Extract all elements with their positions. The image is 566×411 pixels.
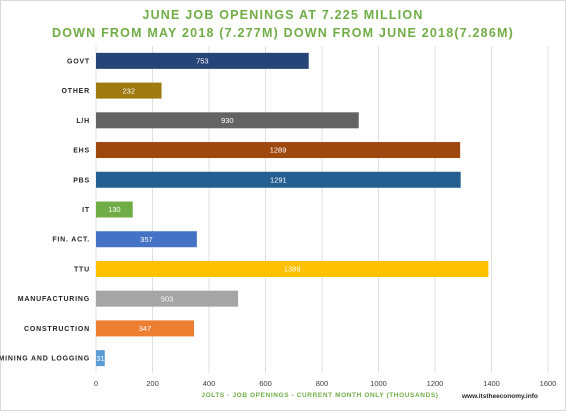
data-label: 1289 [270,146,287,155]
x-tick-label: 1600 [540,379,557,388]
x-tick-label: 1200 [427,379,444,388]
chart-subtitle: DOWN FROM MAY 2018 (7.277M) DOWN FROM JU… [52,26,514,40]
bar [96,52,309,69]
bar [96,290,239,307]
data-label: 357 [140,235,153,244]
bar [96,320,195,337]
chart-title: JUNE JOB OPENINGS AT 7.225 MILLION [142,8,424,22]
bar [96,82,162,99]
bar [96,142,461,159]
data-label: 1389 [284,265,301,274]
bar [96,171,461,188]
category-label: MINING AND LOGGING [0,356,90,363]
x-tick-label: 800 [316,379,329,388]
bar [96,350,105,367]
data-label: 130 [108,205,121,214]
category-label: EHS [73,148,90,155]
x-tick-label: 200 [146,379,159,388]
x-tick-label: 1000 [370,379,387,388]
data-label: 503 [161,294,174,303]
data-label: 347 [139,324,152,333]
bar [96,231,197,248]
bar [96,112,359,129]
x-tick-label: 1400 [483,379,500,388]
data-label: 1291 [270,175,287,184]
data-label: 31 [96,354,104,363]
category-label: GOVT [67,58,90,65]
category-label: IT [82,207,90,214]
category-label: MANUFACTURING [18,296,90,303]
category-label: L/H [76,118,90,125]
x-tick-label: 400 [203,379,216,388]
category-label: TTU [74,266,90,273]
x-axis-label: JOLTS - JOB OPENINGS - CURRENT MONTH ONL… [201,392,439,399]
data-label: 753 [196,57,209,66]
category-label: CONSTRUCTION [24,326,90,333]
category-label: FIN. ACT. [52,237,90,244]
x-tick-label: 0 [94,379,98,388]
data-label: 930 [221,116,234,125]
category-label: PBS [73,177,90,184]
category-label: OTHER [62,88,91,95]
data-label: 232 [123,86,136,95]
bar [96,260,489,277]
watermark: www.itstheeconomy.info [462,393,538,400]
x-tick-label: 600 [259,379,272,388]
bar [96,201,133,218]
